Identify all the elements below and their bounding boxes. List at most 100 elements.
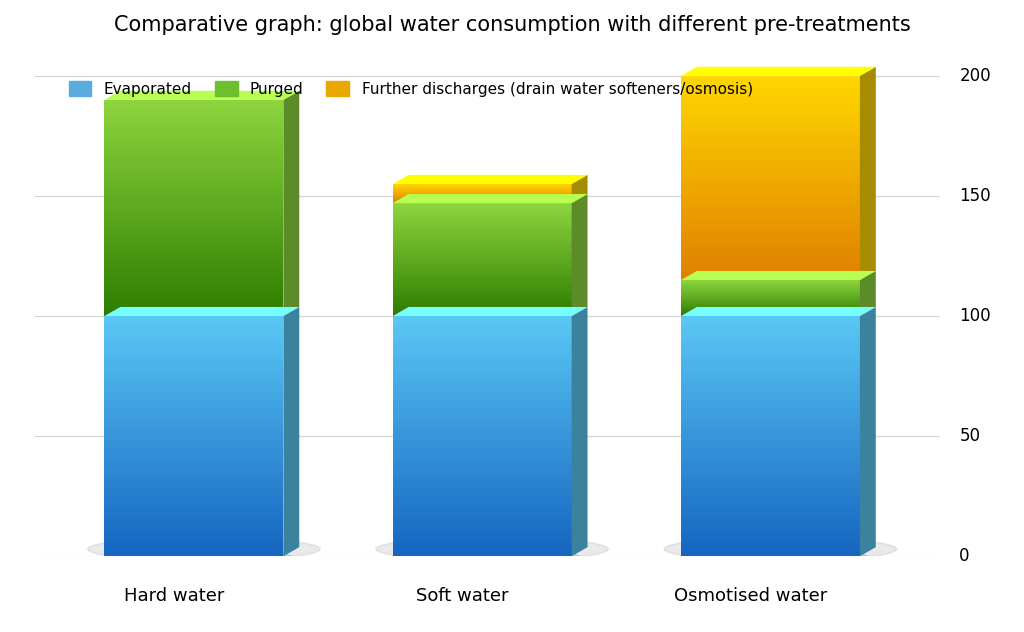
Text: Osmotised water: Osmotised water [674, 588, 827, 605]
Bar [393, 269, 571, 271]
Bar [104, 114, 284, 118]
Bar [393, 226, 571, 228]
Bar [104, 368, 284, 372]
Bar [681, 352, 860, 356]
Bar [393, 328, 571, 332]
Bar [393, 388, 571, 392]
Bar [681, 229, 860, 233]
Bar [104, 492, 284, 496]
Bar [681, 243, 860, 246]
Bar [681, 476, 860, 480]
Polygon shape [681, 67, 876, 76]
Bar [393, 312, 571, 314]
Bar [104, 376, 284, 380]
Bar [393, 456, 571, 460]
Bar [393, 293, 571, 295]
Bar [104, 424, 284, 428]
Bar [393, 224, 571, 226]
Bar [681, 100, 860, 103]
Bar [681, 412, 860, 416]
Bar [104, 208, 284, 212]
Bar [393, 492, 571, 496]
Bar [681, 436, 860, 440]
Bar [681, 260, 860, 263]
Bar [104, 428, 284, 432]
Bar [681, 528, 860, 532]
Bar [104, 540, 284, 544]
Bar [104, 348, 284, 352]
Bar [681, 408, 860, 412]
Bar [393, 288, 571, 289]
Bar [681, 548, 860, 552]
Bar [393, 372, 571, 376]
Bar [104, 121, 284, 125]
Polygon shape [571, 194, 588, 316]
Bar [393, 376, 571, 380]
Bar [393, 310, 571, 312]
Bar [393, 476, 571, 480]
Bar [681, 492, 860, 496]
Bar [681, 150, 860, 154]
Bar [393, 516, 571, 520]
Bar [104, 251, 284, 255]
Bar [393, 218, 571, 220]
Bar [681, 536, 860, 540]
Bar [393, 264, 571, 265]
Bar [393, 295, 571, 297]
Bar [104, 269, 284, 273]
Bar [104, 154, 284, 157]
Bar [104, 508, 284, 512]
Bar [681, 96, 860, 100]
Bar [681, 76, 860, 79]
Bar [393, 282, 571, 284]
Ellipse shape [677, 547, 873, 576]
Bar [104, 336, 284, 340]
Bar [681, 198, 860, 202]
Bar [104, 100, 284, 104]
Bar [681, 356, 860, 360]
Bar [104, 444, 284, 448]
Bar [104, 484, 284, 488]
Bar [104, 143, 284, 147]
Bar [104, 276, 284, 280]
Bar [104, 324, 284, 328]
Bar [104, 284, 284, 287]
Bar [104, 258, 284, 262]
Bar [104, 516, 284, 520]
Bar [681, 500, 860, 504]
Bar [681, 120, 860, 123]
Bar [393, 207, 571, 209]
Bar [681, 103, 860, 106]
Bar [104, 301, 284, 305]
Polygon shape [393, 307, 588, 316]
Bar [393, 364, 571, 368]
Bar [393, 360, 571, 364]
Bar [104, 305, 284, 309]
Bar [393, 448, 571, 452]
Bar [104, 168, 284, 172]
Bar [393, 271, 571, 273]
Bar [681, 263, 860, 267]
Bar [104, 512, 284, 516]
Bar [393, 380, 571, 384]
Bar [393, 508, 571, 512]
Bar [104, 179, 284, 183]
Bar [393, 252, 571, 254]
Bar [681, 428, 860, 432]
Bar [393, 428, 571, 432]
Bar [681, 106, 860, 110]
Bar [681, 123, 860, 127]
Polygon shape [681, 307, 876, 316]
Bar [393, 299, 571, 301]
Bar [681, 360, 860, 364]
Bar [681, 161, 860, 164]
Bar [681, 344, 860, 348]
Bar [393, 452, 571, 456]
Bar [681, 140, 860, 144]
Bar [393, 344, 571, 348]
Bar [104, 340, 284, 344]
Bar [393, 500, 571, 504]
Bar [104, 287, 284, 291]
Bar [681, 416, 860, 420]
Bar [681, 400, 860, 404]
